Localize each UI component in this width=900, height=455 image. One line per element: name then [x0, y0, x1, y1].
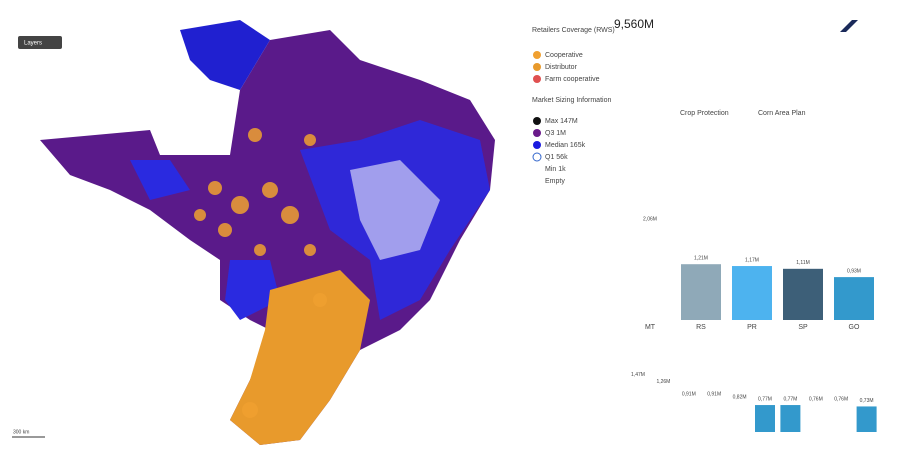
value-label: 0,91M: [682, 391, 696, 397]
layers-button[interactable]: Layers: [24, 41, 42, 47]
value-label: 0,73M: [860, 398, 874, 404]
legend-label: Median 165k: [545, 142, 586, 149]
value-label: 0,76M: [834, 397, 848, 403]
bar: [783, 268, 823, 320]
x-tick-label: GO: [849, 324, 860, 331]
value-label: 0,77M: [758, 396, 772, 402]
value-label: 1,21M: [694, 256, 708, 262]
legend-label: Empty: [545, 178, 565, 185]
x-tick-label: SP: [798, 324, 808, 331]
filter[interactable]: Corn Area Plan: [758, 110, 806, 117]
legend-title: Retailers Coverage (RWS): [532, 27, 615, 34]
legend-label: Cooperative: [545, 52, 583, 59]
value-label: 0,76M: [809, 397, 823, 403]
scale-label: 300 km: [13, 429, 29, 435]
value-label: 1,17M: [745, 257, 759, 263]
legend-label: Q3 1M: [545, 130, 566, 137]
bar: [831, 405, 852, 432]
value-label: 1,26M: [656, 379, 670, 385]
kpi-value: 9,560M: [614, 17, 654, 31]
legend-swatch: [533, 63, 541, 71]
legend-swatch: [532, 152, 542, 162]
map: Layers 300 km: [12, 20, 495, 445]
legend-label: Max 147M: [545, 118, 578, 125]
x-tick-label: MT: [645, 324, 656, 331]
value-label: 0,91M: [707, 391, 721, 397]
bar: [630, 225, 670, 320]
value-label: 0,82M: [733, 395, 747, 401]
legend-swatch: [533, 75, 541, 83]
bar: [628, 380, 648, 432]
legend-label: Min 1k: [545, 166, 566, 173]
value-label: 2,06M: [643, 216, 657, 222]
bar: [780, 405, 801, 432]
value-label: 0,93M: [847, 268, 861, 274]
legend-label: Distributor: [545, 64, 578, 71]
legend-swatch: [533, 129, 541, 137]
legend-swatch: [533, 141, 541, 149]
legend-swatch: [533, 51, 541, 59]
bar: [834, 277, 874, 320]
x-tick-label: RS: [696, 324, 706, 331]
value-label: 0,77M: [783, 396, 797, 402]
bar: [729, 403, 750, 432]
value-label: 1,11M: [796, 260, 810, 266]
value-label: 1,47M: [631, 372, 645, 378]
legend-title: Market Sizing Information: [532, 97, 611, 104]
legend-label: Q1 56k: [545, 154, 568, 161]
bar: [678, 400, 699, 432]
bar: [856, 406, 877, 432]
bar: [755, 405, 775, 432]
bar: [805, 405, 826, 432]
bar: [653, 387, 674, 432]
bar: [681, 264, 721, 320]
filter[interactable]: Crop Protection: [680, 110, 729, 117]
x-tick-label: PR: [747, 324, 757, 331]
legend-swatch: [533, 117, 541, 125]
legend-label: Farm cooperative: [545, 76, 600, 83]
bar: [732, 266, 772, 320]
bar: [704, 400, 725, 432]
